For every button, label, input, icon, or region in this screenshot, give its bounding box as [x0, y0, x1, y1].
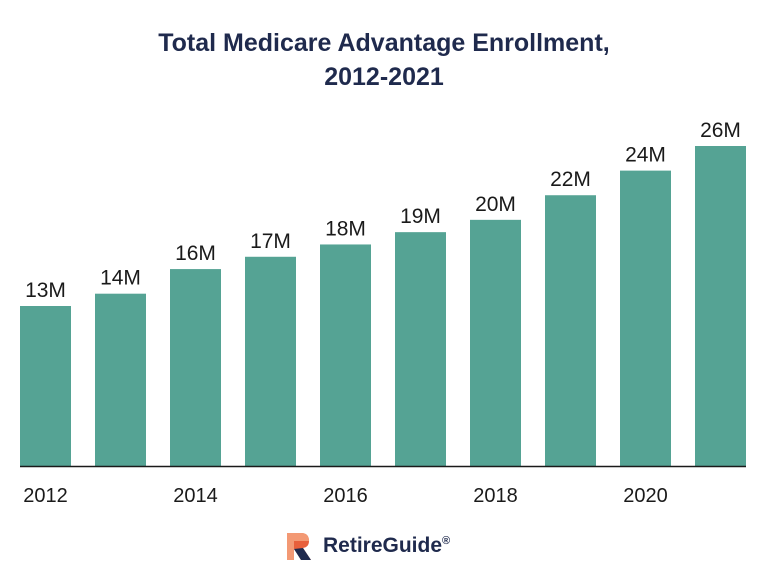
- data-label-2020: 24M: [625, 144, 666, 167]
- bar-2014: [170, 269, 221, 466]
- brand-footer: RetireGuide®: [284, 528, 450, 564]
- bar-2018: [470, 219, 521, 466]
- x-tick-label-2012: 2012: [23, 485, 68, 507]
- data-label-2021: 26M: [700, 119, 741, 142]
- bar-2013: [95, 293, 146, 466]
- x-tick-label-2014: 2014: [173, 485, 218, 507]
- bar-2016: [320, 244, 371, 466]
- data-label-2019: 22M: [550, 168, 591, 191]
- data-label-2014: 16M: [175, 242, 216, 265]
- registered-mark: ®: [442, 535, 451, 547]
- data-label-2012: 13M: [25, 279, 66, 302]
- x-tick-label-2016: 2016: [323, 485, 368, 507]
- bar-2019: [545, 195, 596, 466]
- bar-2015: [245, 256, 296, 466]
- bar-2012: [20, 306, 71, 466]
- chart-title: Total Medicare Advantage Enrollment, 201…: [0, 26, 768, 94]
- x-tick-label-2018: 2018: [473, 485, 518, 507]
- chart-title-line-1: Total Medicare Advantage Enrollment,: [158, 29, 610, 57]
- bar-2017: [395, 232, 446, 466]
- bar-2020: [620, 170, 671, 466]
- chart-title-line-2: 2012-2021: [324, 63, 444, 91]
- bar-2021: [695, 146, 746, 466]
- x-tick-label-2020: 2020: [623, 485, 668, 507]
- data-label-2017: 19M: [400, 205, 441, 228]
- data-label-2015: 17M: [250, 230, 291, 253]
- brand-name-text: RetireGuide: [323, 534, 443, 557]
- data-label-2013: 14M: [100, 267, 141, 290]
- retireguide-logo-icon: [287, 533, 311, 560]
- data-label-2016: 18M: [325, 217, 366, 240]
- data-label-2018: 20M: [475, 193, 516, 216]
- brand-name: RetireGuide®: [323, 534, 450, 558]
